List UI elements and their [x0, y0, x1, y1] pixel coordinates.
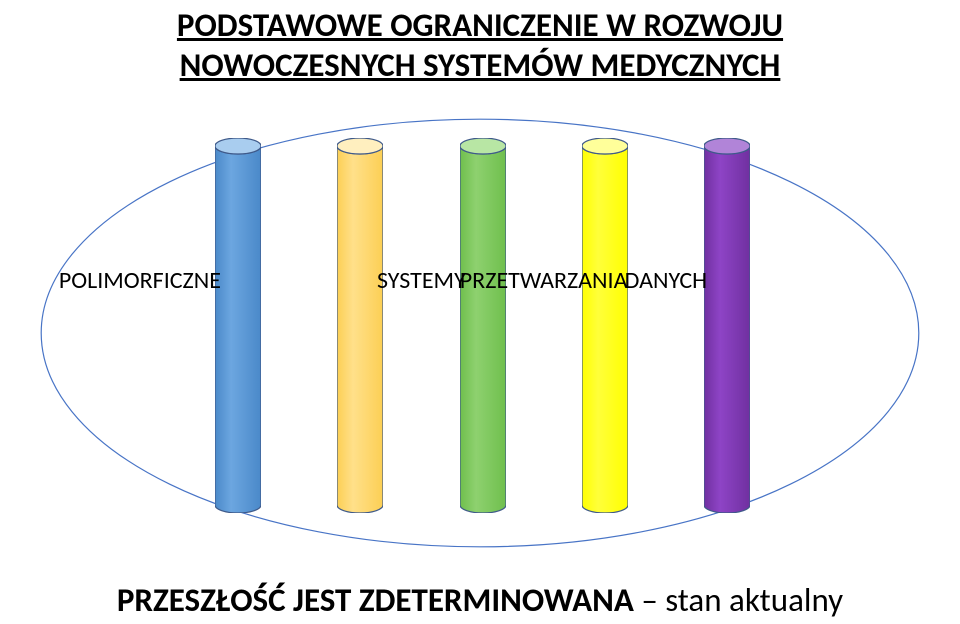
pillar-0 — [215, 138, 261, 513]
footer-text: PRZESZŁOŚĆ JEST ZDETERMINOWANA – stan ak… — [0, 580, 960, 620]
pillars-group — [215, 138, 750, 513]
pillar-label-word-3: DANYCH — [625, 266, 707, 295]
pillar-3 — [582, 138, 628, 513]
footer-rest: – stan aktualny — [634, 580, 843, 620]
pillar-label-word-2: PRZETWARZANIA — [460, 266, 628, 295]
pillar-label-word-1: SYSTEMY — [377, 266, 466, 295]
pillar-2 — [460, 138, 506, 513]
title-line2: NOWOCZESNYCH SYSTEMÓW MEDYCZNYCH — [180, 45, 781, 85]
pillar-label-word-0: POLIMORFICZNE — [59, 266, 221, 295]
page-title: PODSTAWOWE OGRANICZENIE W ROZWOJU NOWOCZ… — [0, 6, 960, 85]
title-line1: PODSTAWOWE OGRANICZENIE W ROZWOJU — [177, 5, 783, 45]
pillar-1 — [337, 138, 383, 513]
footer-bold: PRZESZŁOŚĆ JEST ZDETERMINOWANA — [117, 580, 634, 620]
pillar-4 — [704, 138, 750, 513]
